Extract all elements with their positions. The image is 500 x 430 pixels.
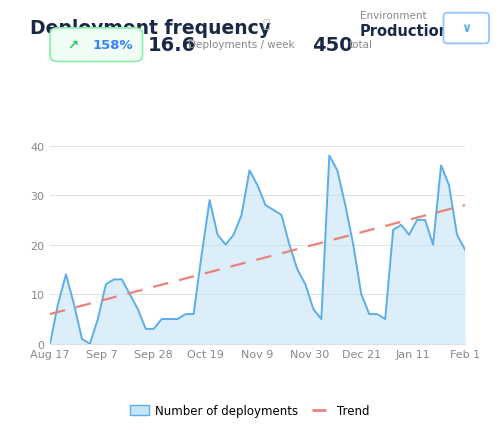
Text: ⓘ: ⓘ xyxy=(262,18,270,31)
Text: ∨: ∨ xyxy=(461,22,471,35)
Text: 450: 450 xyxy=(312,36,353,55)
Text: 158%: 158% xyxy=(92,39,133,52)
Text: Production: Production xyxy=(360,24,450,39)
Text: ↗: ↗ xyxy=(68,39,78,52)
Text: Deployment frequency: Deployment frequency xyxy=(30,19,271,38)
Text: Deployments / week: Deployments / week xyxy=(188,40,294,50)
Text: 16.6: 16.6 xyxy=(148,36,196,55)
Text: total: total xyxy=(349,40,373,50)
Legend: Number of deployments, Trend: Number of deployments, Trend xyxy=(126,399,374,422)
Text: Environment: Environment xyxy=(360,11,426,21)
